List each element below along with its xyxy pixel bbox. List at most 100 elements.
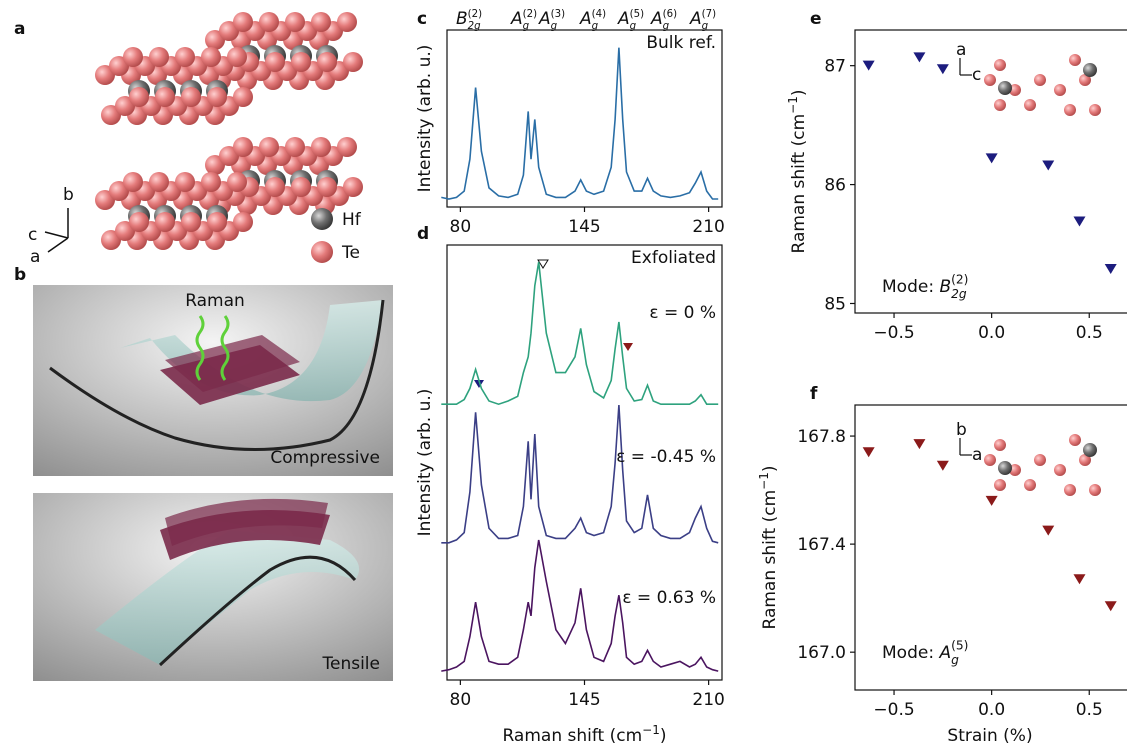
te-atom [1089,104,1101,116]
data-point [913,439,925,449]
peak-marker [623,343,633,351]
y-tick-label: 167.8 [797,427,846,447]
data-point [986,153,998,163]
te-atom [233,137,253,157]
inset-axis-label: a [956,40,966,60]
crystal-axes [45,208,68,252]
hf-atom [311,208,333,230]
te-atom [227,172,247,192]
te-atom [291,52,311,72]
peak-label: Ag(3) [538,9,565,32]
label-end: ) [660,726,667,746]
te-atom [123,172,143,192]
panel-label: a [14,19,25,39]
x-tick-label: −0.5 [873,323,914,343]
superscript: (6) [663,9,677,20]
mode-label: Mode: Ag(5) [882,638,968,666]
peak-label: Ag(5) [617,9,644,32]
annotation: Bulk ref. [646,33,716,53]
label-text: Raman shift (cm [502,726,642,746]
y-tick-label: 167.0 [797,643,846,663]
series-label: ε = -0.45 % [616,447,716,467]
x-tick-label: 0.5 [1076,700,1103,720]
data-point [1105,601,1117,611]
te-atom [311,241,333,263]
spectrum [441,262,718,404]
data-point [1105,264,1117,274]
te-atom [311,12,331,32]
label-end: ) [760,465,780,472]
te-atom [1089,484,1101,496]
te-atom [994,99,1006,111]
symbol: A [510,9,523,29]
annotation: Exfoliated [631,248,716,268]
te-atom [129,212,149,232]
subscript: 2g [468,21,481,32]
te-atom [181,212,201,232]
te-atom [1024,479,1036,491]
te-atom [265,177,285,197]
data-point [1042,526,1054,536]
strain-label: Tensile [322,654,381,674]
te-atom [1054,84,1066,96]
data-point [863,447,875,457]
series-label: ε = 0 % [649,303,716,323]
y-tick-label: 86 [824,176,846,196]
superscript: (2) [468,9,482,20]
subscript: g [951,653,959,667]
x-tick-label: 0.0 [978,323,1005,343]
y-tick-label: 87 [824,57,846,77]
te-atom [207,212,227,232]
panel-label: b [14,265,26,285]
panel-label: c [417,9,427,29]
superscript: (2) [523,9,537,20]
superscript: (4) [592,9,606,20]
te-atom [259,137,279,157]
axis-letter: c [28,225,37,245]
te-atom [337,137,357,157]
hf-atom [1083,63,1097,77]
y-axis-label: Raman shift (cm−1) [786,89,809,253]
superscript: (3) [551,9,565,20]
label-sup: −1 [757,472,771,490]
x-tick-label: 210 [692,217,724,237]
te-atom [175,47,195,67]
x-tick-label: 0.5 [1076,323,1103,343]
panel-label: d [417,224,429,244]
te-atom [149,172,169,192]
te-atom [201,172,221,192]
te-atom [337,12,357,32]
symbol: A [938,643,951,663]
series-label: ε = 0.63 % [622,588,716,608]
te-atom [1064,484,1076,496]
label-sup: −1 [786,96,800,114]
x-axis-label: Strain (%) [947,726,1032,746]
superscript: (5) [630,9,644,20]
subscript: g [551,21,558,32]
te-atom [207,87,227,107]
label-sup: −1 [642,723,660,737]
x-tick-label: 145 [568,217,600,237]
subscript: 2g [951,287,967,301]
data-point [1073,216,1085,226]
strain-label: Compressive [270,448,380,468]
x-axis-label: Raman shift (cm−1) [502,723,666,746]
hf-atom [998,461,1012,475]
te-atom [984,74,996,86]
symbol: A [579,9,592,29]
te-atom [129,87,149,107]
y-axis-label: Intensity (arb. u.) [415,389,435,537]
y-tick-label: 85 [824,294,846,314]
hf-atom [1083,443,1097,457]
te-atom [285,137,305,157]
y-axis-label: Raman shift (cm−1) [757,465,780,629]
te-atom [317,177,337,197]
peak-label: Ag(2) [510,9,537,32]
hf-atom [998,81,1012,95]
axis-letter: b [63,185,74,205]
te-atom [233,87,253,107]
te-atom [155,87,175,107]
te-atom [175,172,195,192]
te-atom [994,439,1006,451]
subscript: g [630,21,637,32]
